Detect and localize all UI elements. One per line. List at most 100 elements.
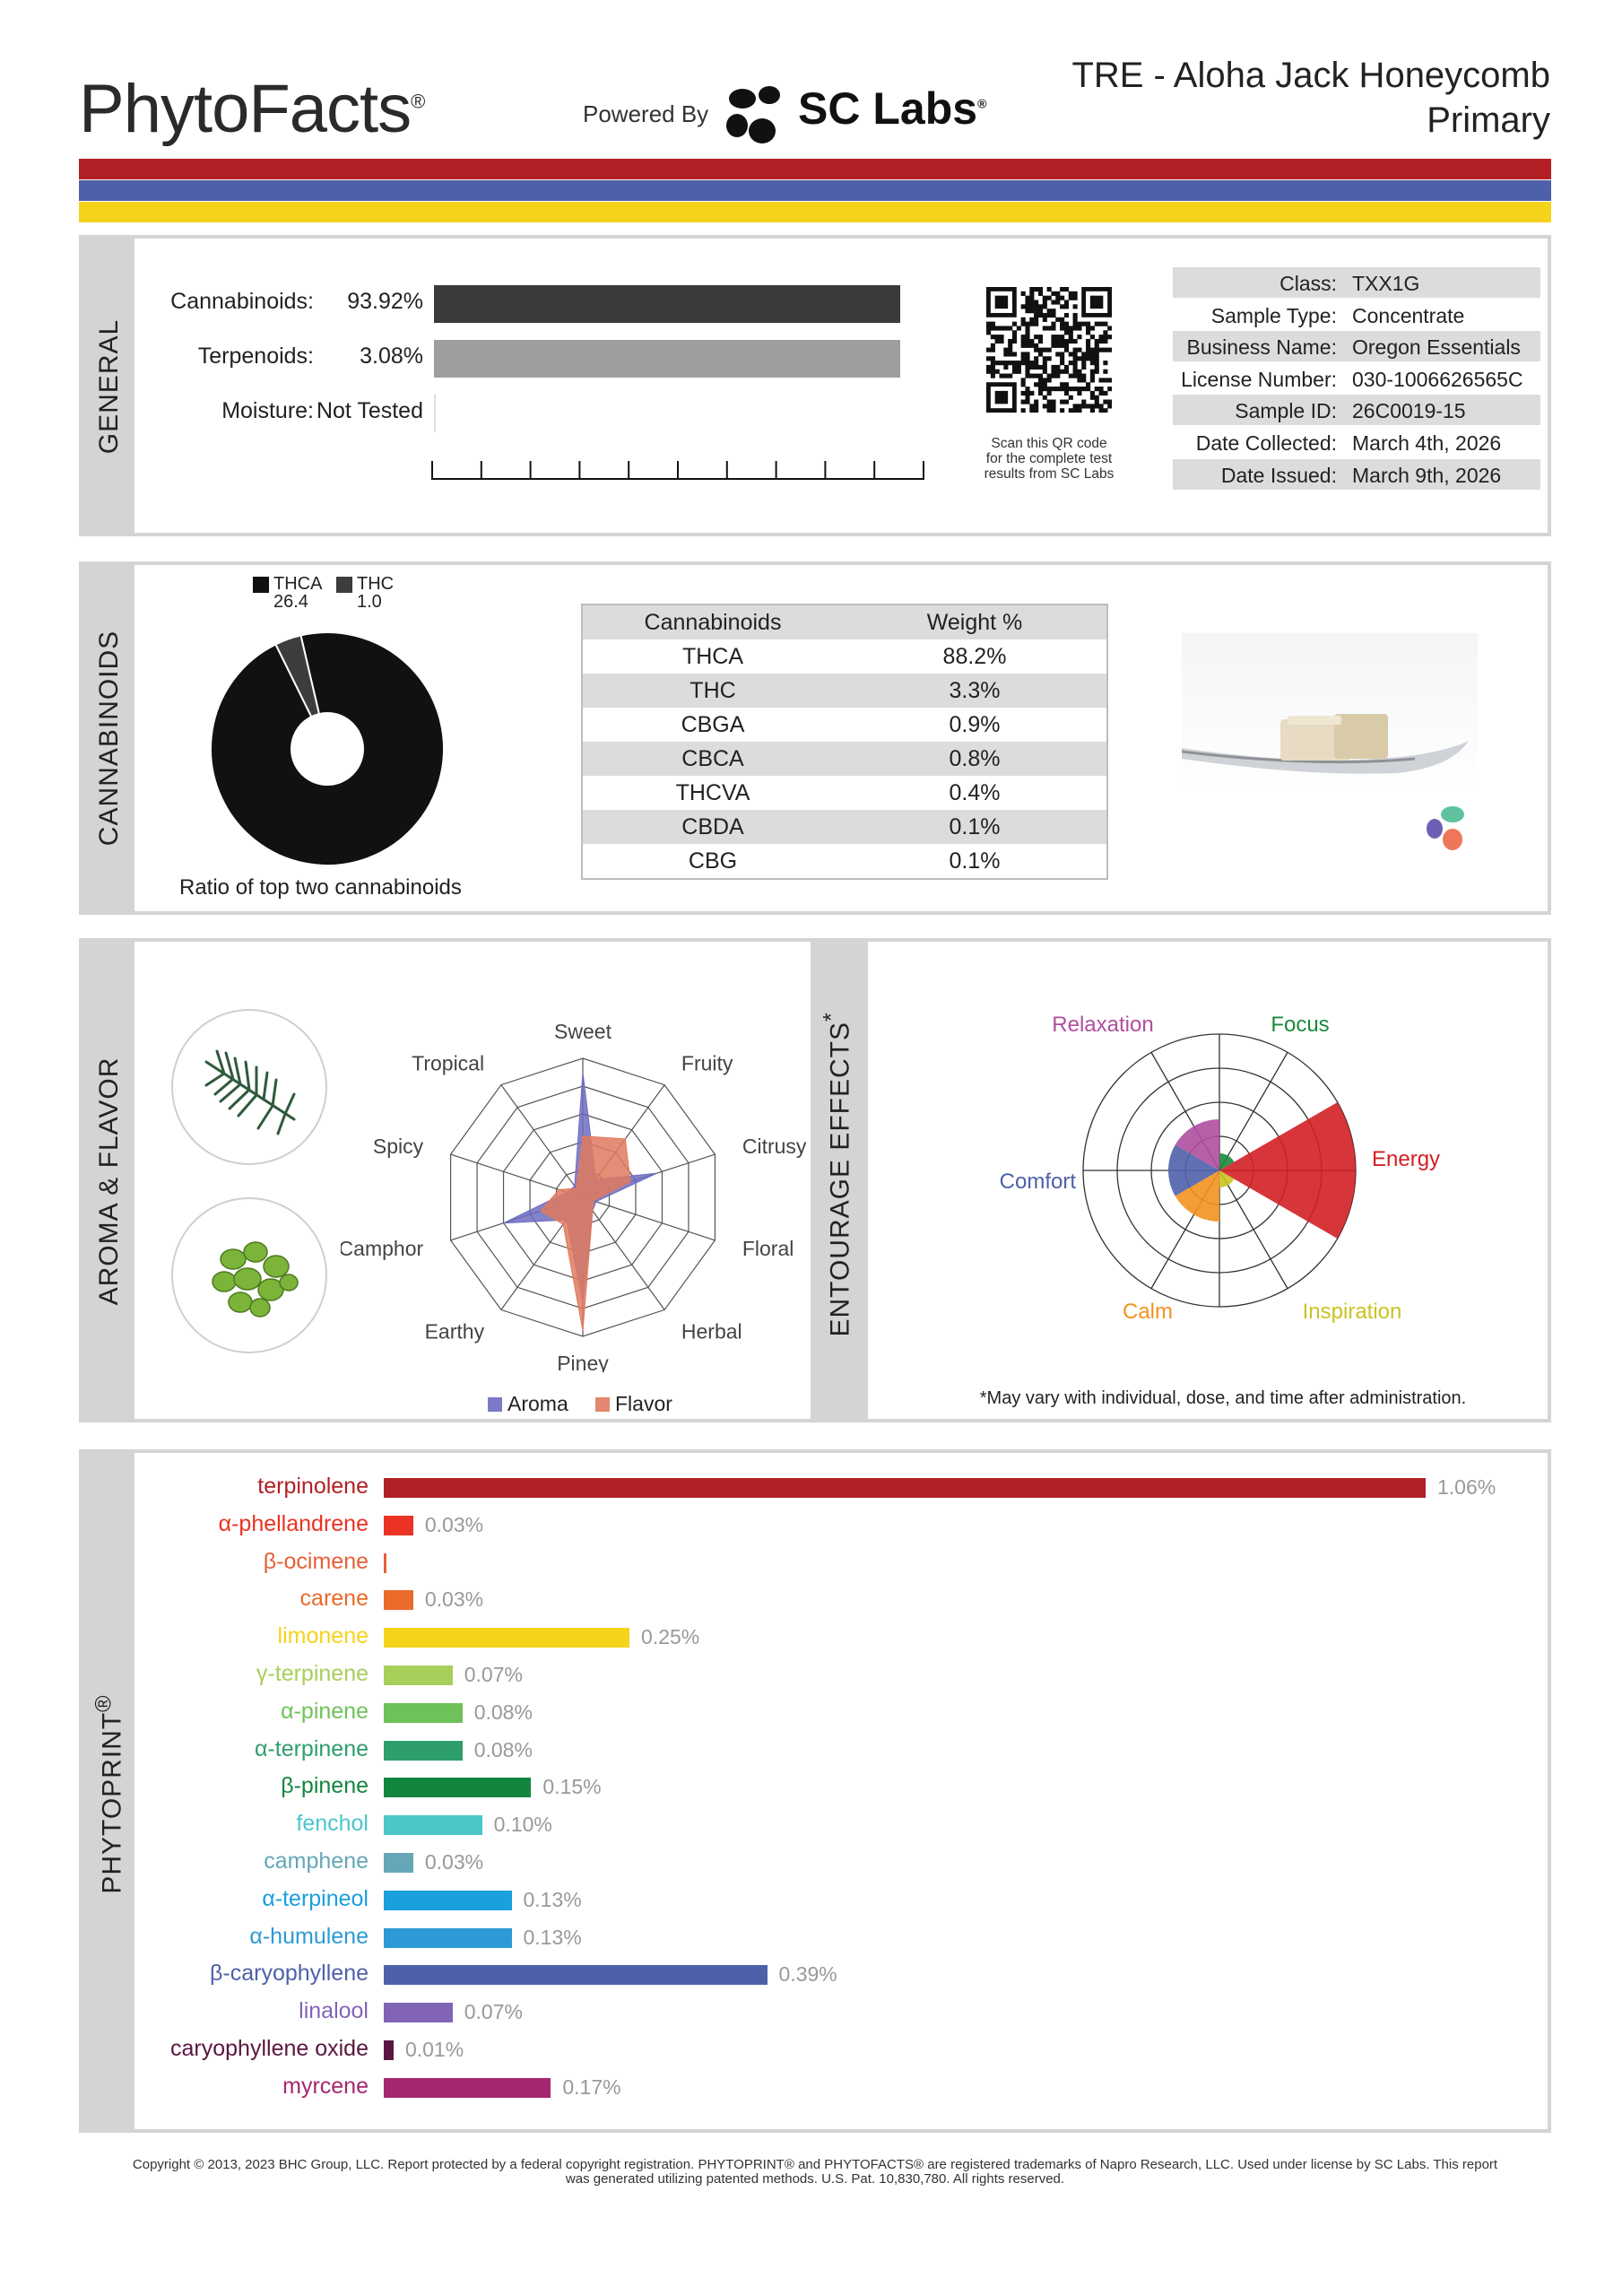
footer-line: Copyright © 2013, 2023 BHC Group, LLC. R… xyxy=(132,2157,1498,2172)
qr-module xyxy=(1063,287,1070,292)
qr-module xyxy=(1060,321,1065,326)
qr-module xyxy=(1077,390,1082,396)
qr-module xyxy=(1034,321,1039,326)
radar-axis-label: Spicy xyxy=(373,1135,424,1158)
qr-module xyxy=(1055,338,1061,344)
qr-module xyxy=(1042,395,1047,400)
qr-module xyxy=(1020,390,1026,396)
qr-module xyxy=(1034,356,1039,361)
qr-module xyxy=(1029,364,1035,370)
cannabinoid-weight: 0.1% xyxy=(949,848,1001,874)
qr-caption-line: results from SC Labs xyxy=(984,466,1115,482)
cannabinoid-weight: 0.9% xyxy=(949,711,1001,737)
qr-module xyxy=(990,326,995,331)
table-header-weight: Weight % xyxy=(926,609,1023,635)
qr-module xyxy=(1060,356,1065,361)
qr-module xyxy=(1055,364,1061,370)
qr-caption-line: Scan this QR code xyxy=(991,436,1107,451)
info-value: 26C0019-15 xyxy=(1352,399,1466,423)
metric-bar xyxy=(434,285,900,323)
qr-module xyxy=(1068,387,1073,392)
qr-module xyxy=(1020,382,1026,387)
qr-module xyxy=(1029,338,1035,344)
qr-module xyxy=(1042,295,1047,300)
cannabinoid-weight: 0.8% xyxy=(949,745,1001,771)
qr-module xyxy=(1003,364,1009,370)
general-scale-axis xyxy=(431,461,924,480)
qr-module xyxy=(1020,378,1026,383)
qr-module xyxy=(1046,309,1052,314)
aroma-flavor-radar-chart: Sweet Fruity Citrusy Floral Herbal Piney Earth… xyxy=(341,1020,807,1372)
qr-module xyxy=(1029,300,1035,305)
qr-finder xyxy=(1089,295,1104,309)
cannabinoid-donut-chart xyxy=(210,631,445,866)
qr-module xyxy=(1029,304,1035,309)
stripe-blue xyxy=(79,180,1551,201)
terpene-label: β-pinene xyxy=(281,1773,369,1799)
donut-caption: Ratio of top two cannabinoids xyxy=(179,875,462,900)
qr-module xyxy=(1063,343,1070,348)
pine-branch-icon xyxy=(171,1009,327,1165)
legend-swatch-thca xyxy=(253,577,269,593)
qr-module xyxy=(1098,387,1104,392)
qr-module xyxy=(1025,356,1030,361)
qr-module xyxy=(1025,321,1030,326)
radar-axis-label: Fruity xyxy=(681,1051,733,1074)
terpene-label: myrcene xyxy=(282,2073,369,2099)
qr-module xyxy=(1077,408,1082,413)
qr-finder xyxy=(994,390,1009,404)
qr-module xyxy=(1034,373,1039,378)
qr-module xyxy=(1094,395,1099,400)
qr-module xyxy=(1034,304,1039,309)
qr-module xyxy=(1089,369,1095,374)
info-value: March 9th, 2026 xyxy=(1352,463,1502,487)
qr-module xyxy=(1072,356,1078,361)
entourage-label-comfort: Comfort xyxy=(1000,1170,1077,1194)
qr-finder xyxy=(994,295,1009,309)
qr-module xyxy=(1068,361,1073,366)
terpene-label: α-humulene xyxy=(249,1923,369,1949)
qr-module xyxy=(1046,387,1052,392)
product-photo xyxy=(1182,633,1478,795)
qr-module xyxy=(990,356,995,361)
table-row: CBGA 0.9% xyxy=(583,708,1106,742)
qr-module xyxy=(1077,347,1082,352)
info-key: Class: xyxy=(1279,272,1337,295)
qr-module xyxy=(1020,408,1026,413)
qr-module xyxy=(1029,317,1035,322)
aroma-section-label: AROMA & FLAVOR xyxy=(94,1057,124,1306)
qr-module xyxy=(1081,378,1087,383)
qr-module xyxy=(1068,335,1073,340)
qr-module xyxy=(1072,338,1078,344)
phytoprint-sidebar: PHYTOPRINT® xyxy=(82,1453,134,2129)
qr-module xyxy=(1068,330,1073,335)
qr-module xyxy=(1008,326,1013,331)
qr-module xyxy=(1068,295,1073,300)
qr-module xyxy=(1037,352,1044,357)
qr-module xyxy=(1098,390,1104,396)
qr-module xyxy=(1063,338,1070,344)
qr-module xyxy=(1072,347,1078,352)
qr-module xyxy=(1077,356,1082,361)
info-key: Date Collected: xyxy=(1195,431,1337,455)
qr-module xyxy=(1094,352,1099,357)
qr-module xyxy=(1060,335,1065,340)
qr-module xyxy=(1060,326,1065,331)
qr-module xyxy=(1046,326,1052,331)
qr-module xyxy=(1003,326,1009,331)
qr-code[interactable] xyxy=(986,287,1112,413)
qr-module xyxy=(1037,347,1044,352)
terpene-bar xyxy=(384,1815,482,1836)
qr-module xyxy=(990,364,995,370)
qr-module xyxy=(1094,347,1099,352)
qr-module xyxy=(1094,361,1099,366)
qr-module xyxy=(1060,382,1065,387)
qr-module xyxy=(1051,387,1056,392)
cannabinoid-table: Cannabinoids Weight % THCA 88.2% THC 3.3% CB… xyxy=(581,604,1108,880)
qr-module xyxy=(1046,399,1052,404)
entourage-section-label: ENTOURAGE EFFECTS* xyxy=(819,1012,855,1337)
product-subtitle: Primary xyxy=(1427,100,1550,140)
cannabinoids-sidebar: CANNABINOIDS xyxy=(82,565,134,911)
legend-label-flavor: Flavor xyxy=(615,1392,672,1415)
qr-module xyxy=(1051,291,1056,296)
